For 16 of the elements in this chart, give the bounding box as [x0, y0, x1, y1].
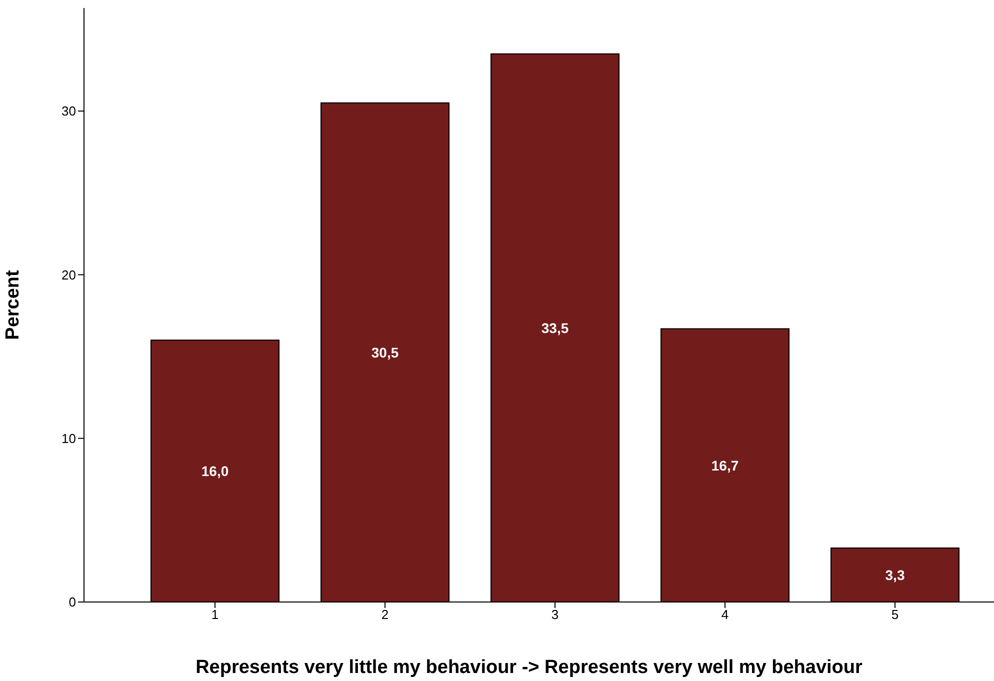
- x-axis-title: Represents very little my behaviour -> Represents very well my behaviour: [196, 657, 864, 678]
- y-tick-label: 30: [62, 104, 76, 119]
- y-tick-label: 10: [62, 430, 76, 446]
- x-tick-label: 1: [211, 607, 219, 622]
- data-label: 3,3: [885, 567, 905, 583]
- y-axis-title: Percent: [2, 269, 24, 340]
- data-label: 16,7: [711, 457, 739, 474]
- data-label: 30,5: [371, 344, 399, 360]
- data-label: 16,0: [201, 463, 229, 480]
- y-tick-label: 0: [68, 594, 76, 610]
- x-tick-label: 4: [721, 607, 729, 622]
- data-label: 33,5: [541, 320, 569, 336]
- y-tick-label: 20: [62, 267, 76, 282]
- x-tick-label: 5: [891, 607, 899, 622]
- x-tick-label: 3: [551, 607, 559, 622]
- x-tick-label: 2: [381, 607, 389, 622]
